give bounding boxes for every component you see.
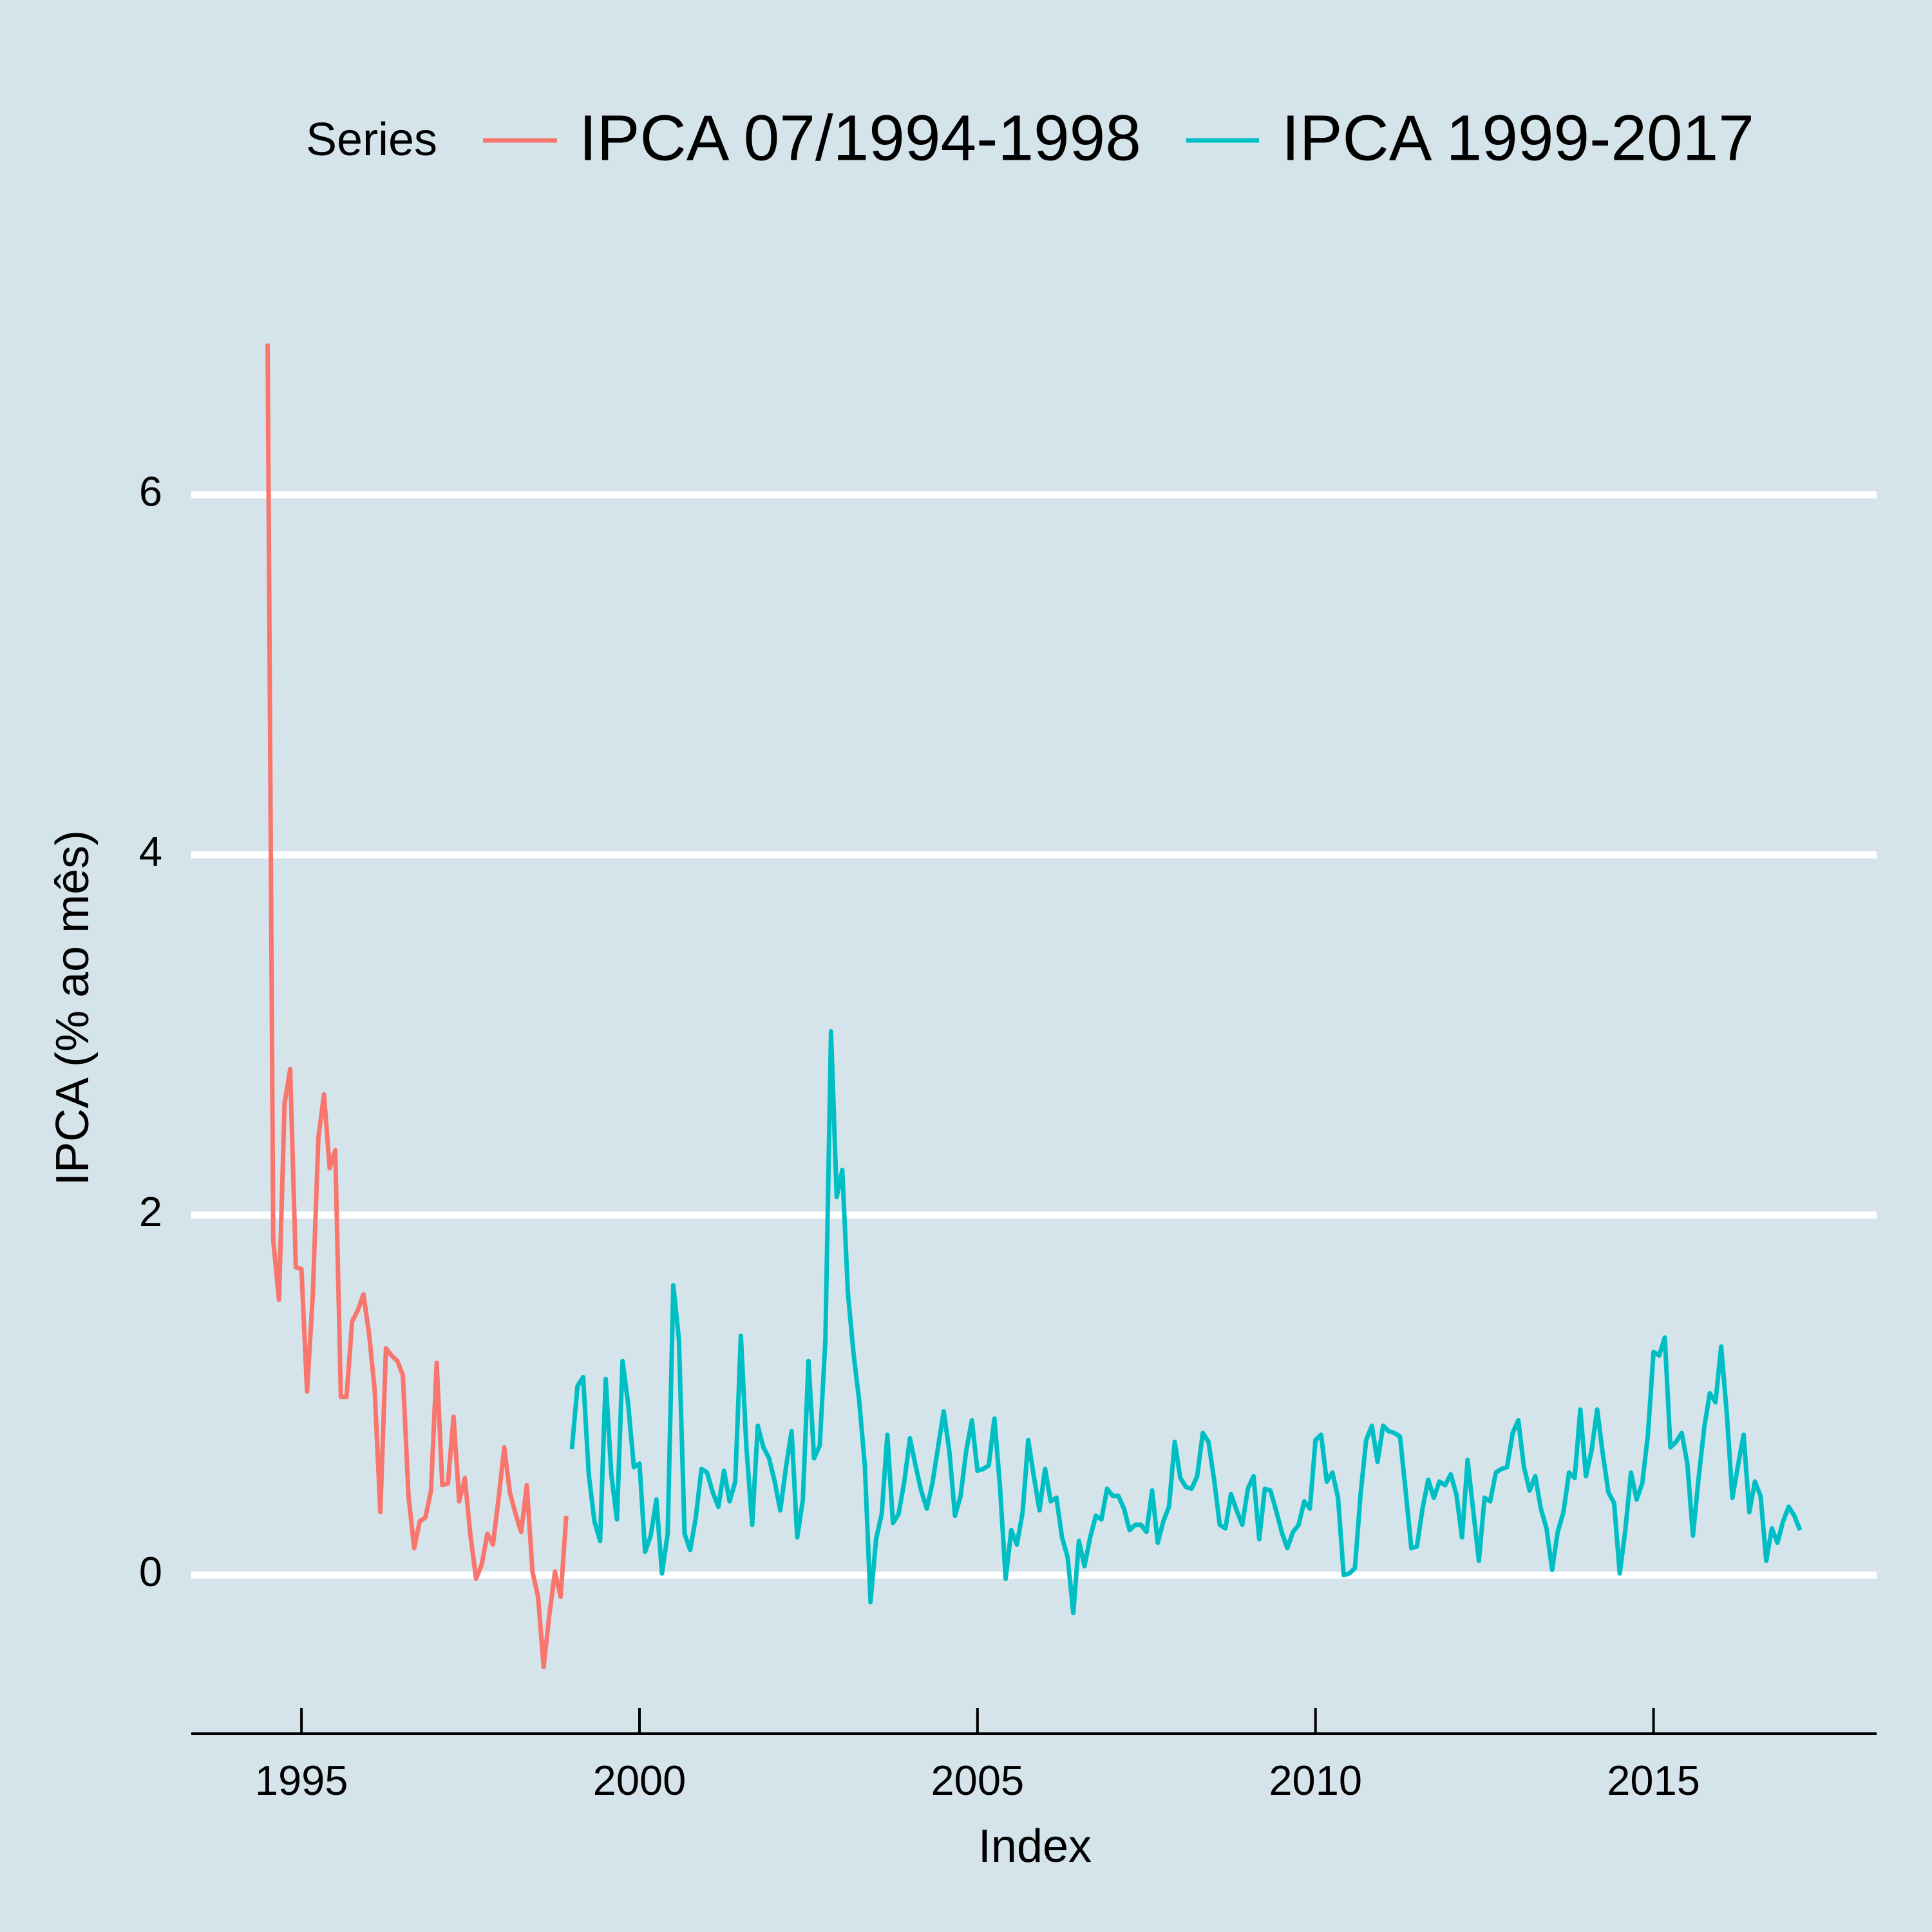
y-tick-label: 2 [139, 1188, 162, 1235]
x-tick-label: 2010 [1269, 1757, 1362, 1804]
legend-label: IPCA 1999-2017 [1282, 102, 1754, 174]
y-tick-label: 0 [139, 1548, 162, 1595]
x-axis-label: Index [978, 1821, 1092, 1872]
y-tick-label: 6 [139, 468, 162, 515]
y-axis-label: IPCA (% ao mês) [47, 830, 99, 1186]
x-tick-label: 2000 [593, 1757, 687, 1804]
series-line [569, 1029, 1803, 1616]
y-tick-label: 4 [139, 828, 162, 875]
x-tick-label: 2005 [931, 1757, 1025, 1804]
legend-title: Series [306, 114, 437, 166]
x-tick-label: 2015 [1607, 1757, 1700, 1804]
x-tick-label: 1995 [255, 1757, 348, 1804]
legend-label: IPCA 07/1994-1998 [579, 102, 1141, 174]
series-line [265, 343, 569, 1669]
